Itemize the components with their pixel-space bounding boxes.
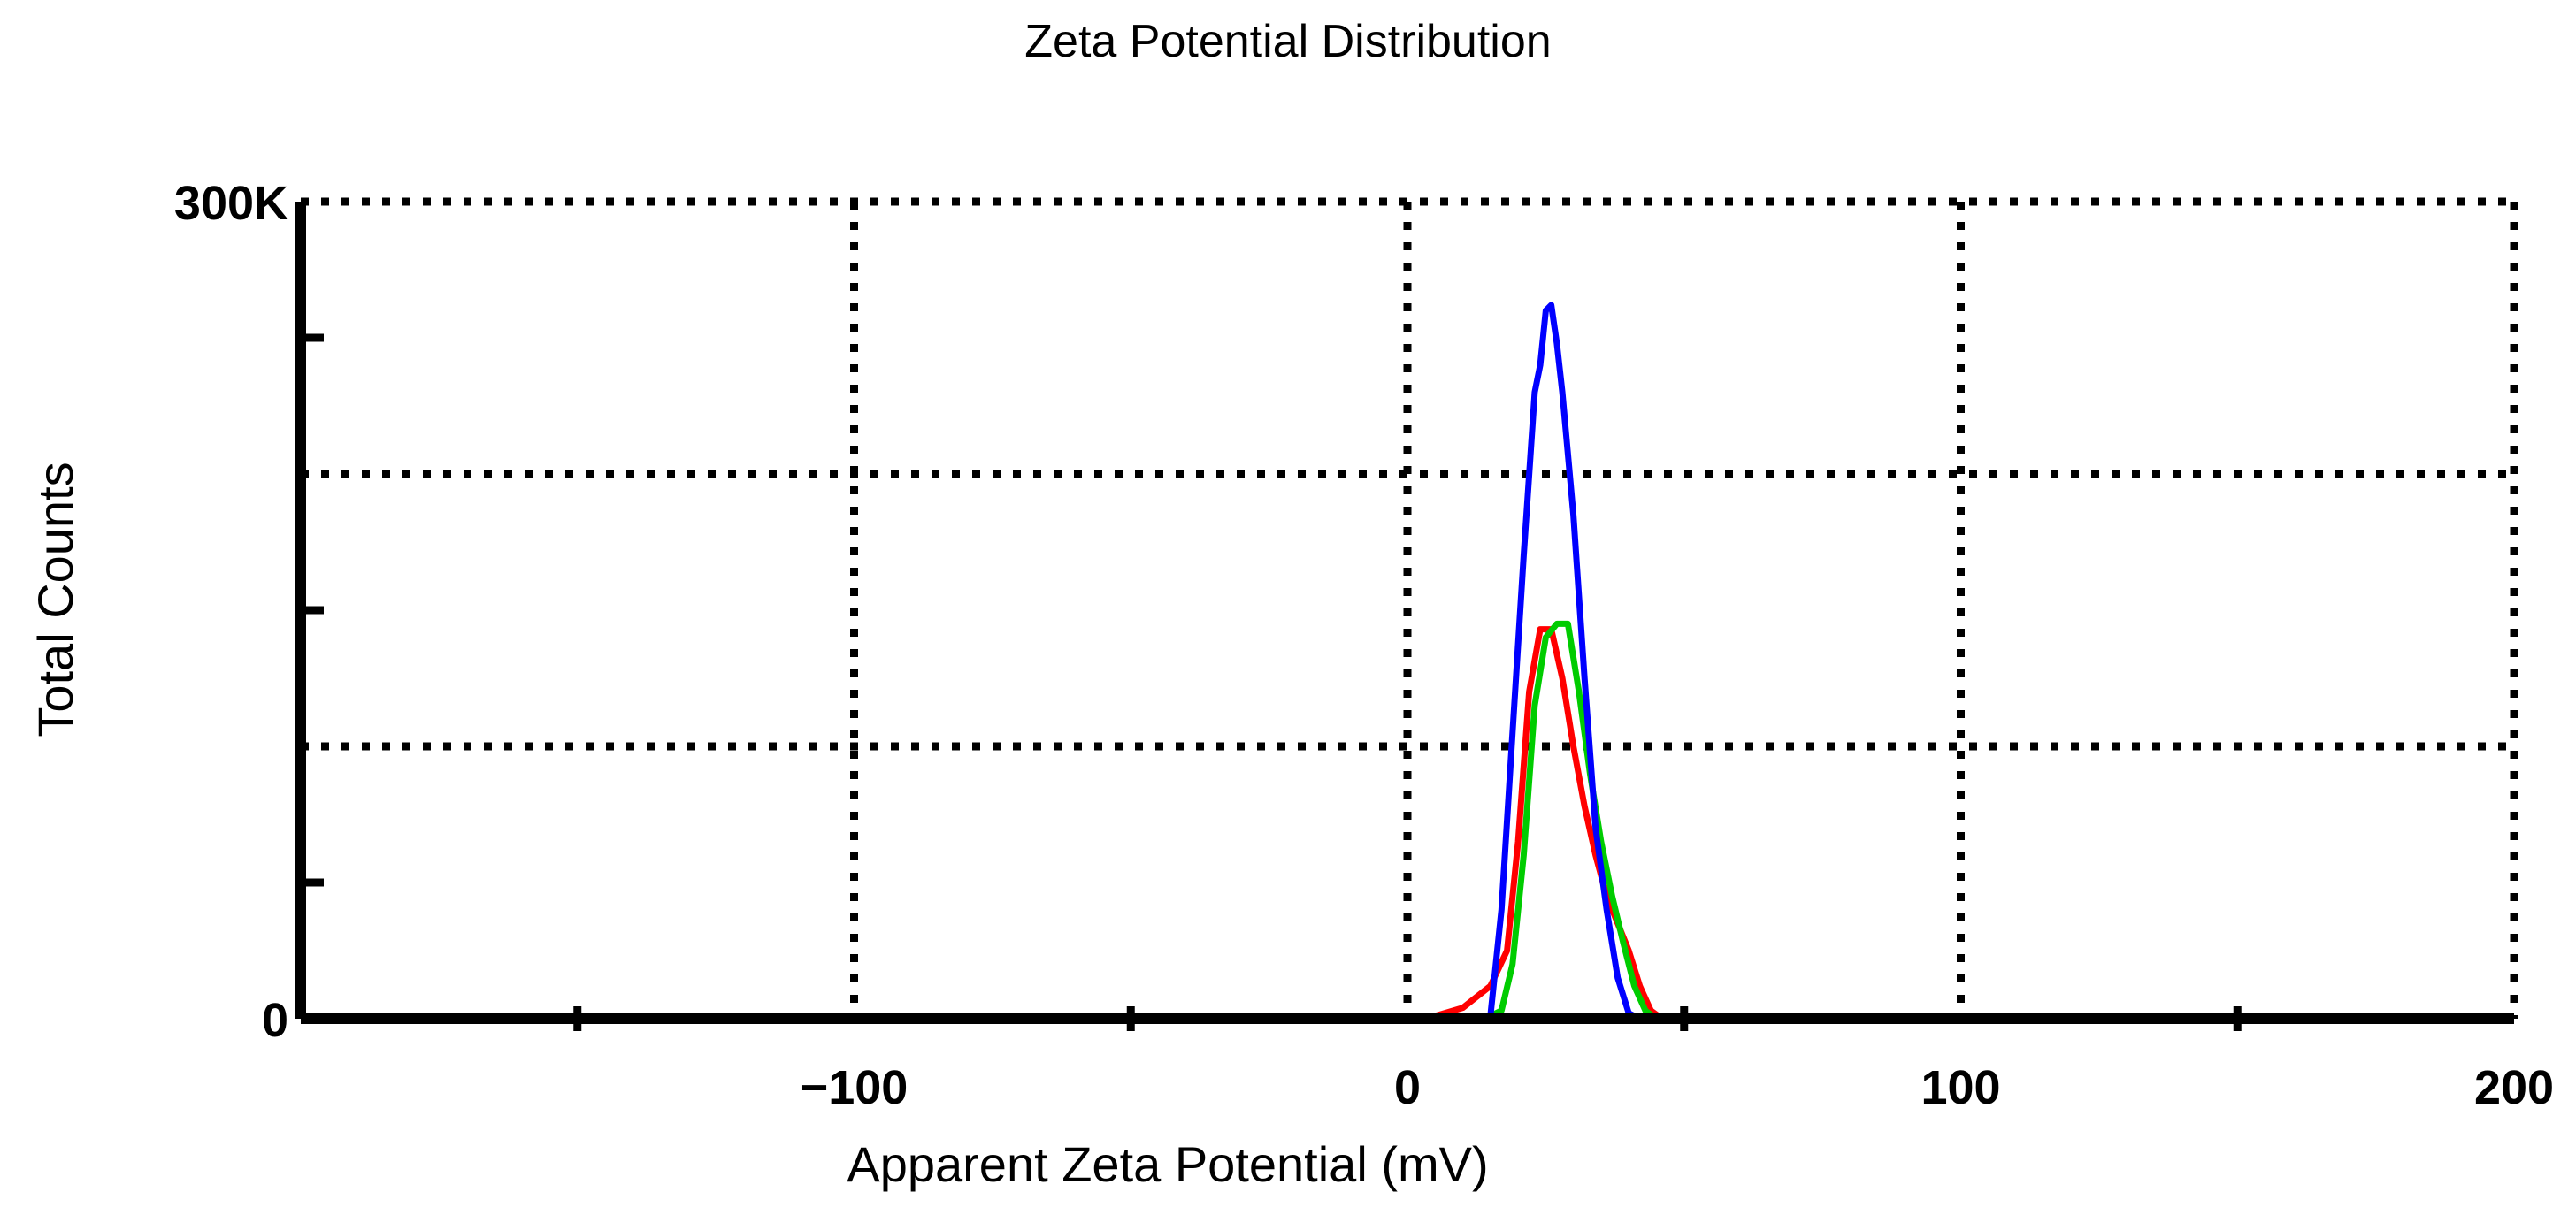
axes — [295, 202, 2514, 1031]
x-tick-label: 100 — [1920, 1061, 2000, 1114]
x-tick-label: 200 — [2474, 1061, 2554, 1114]
x-tick-label: 0 — [1394, 1061, 1421, 1114]
x-axis-label: Apparent Zeta Potential (mV) — [847, 1136, 1488, 1192]
y-tick-label: 300K — [174, 177, 288, 230]
grid-lines — [301, 197, 2518, 1019]
y-tick-label: 0 — [262, 994, 288, 1047]
y-axis-label: Total Counts — [27, 462, 83, 737]
tick-labels: −100 0 100 200 0 300K — [174, 177, 2554, 1114]
chart-title: Zeta Potential Distribution — [1024, 16, 1551, 67]
x-tick-label: −100 — [801, 1061, 908, 1114]
